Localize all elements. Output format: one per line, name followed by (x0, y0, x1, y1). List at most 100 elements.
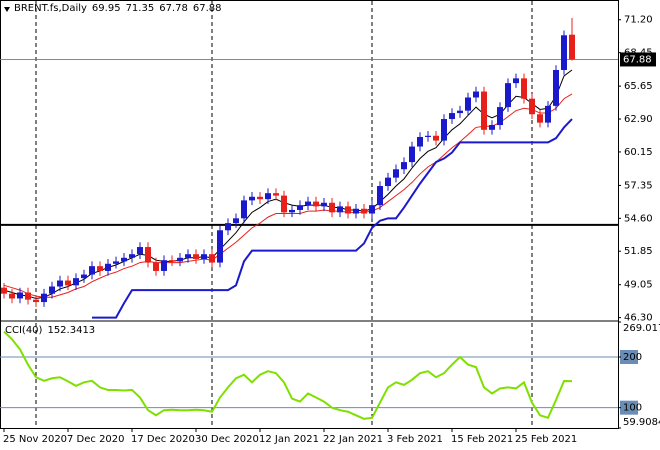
candle-body (353, 208, 359, 214)
cci-header: CCI(40) 152.3413 (5, 325, 95, 336)
candle-body (145, 247, 151, 263)
candle-body (449, 113, 455, 120)
candle-body (409, 146, 415, 163)
y-tick-label: 57.35 (624, 180, 653, 191)
candle-body (321, 202, 327, 207)
candle-body (497, 107, 503, 126)
frame (0, 0, 619, 429)
indicator-line (3, 69, 573, 299)
x-tick-label: 25 Feb 2021 (515, 434, 577, 445)
y-tick-label: 60.15 (624, 147, 653, 158)
x-tick-label: 30 Dec 2020 (195, 434, 259, 445)
candle-body (465, 97, 471, 111)
candle-body (537, 114, 543, 123)
candle-body (241, 200, 247, 219)
candle-body (569, 34, 575, 60)
candle-body (265, 193, 271, 200)
candle-body (521, 78, 527, 99)
candle-body (369, 205, 375, 214)
candle-body (393, 169, 399, 178)
ohlc-close: 67.88 (192, 3, 222, 14)
candle-body (25, 292, 31, 300)
candle-body (169, 260, 175, 262)
candle-body (161, 260, 167, 271)
candle-body (337, 206, 343, 213)
candle-body (297, 205, 303, 210)
candle-body (49, 286, 55, 294)
candle-body (305, 201, 311, 206)
candle-body (73, 278, 79, 286)
x-tick-label: 3 Feb 2021 (387, 434, 443, 445)
candle-body (113, 261, 119, 264)
candle-body (209, 254, 215, 263)
y-tick-label: 49.05 (624, 280, 653, 291)
candle-body (513, 78, 519, 84)
candle-body (457, 110, 463, 114)
candle-body (225, 223, 231, 231)
y-tick-label: 54.60 (624, 213, 653, 224)
tick-box (620, 349, 638, 364)
y-tick-label: 62.90 (624, 114, 653, 125)
ohlc-open: 69.95 (91, 3, 121, 14)
x-tick-label: 12 Jan 2021 (259, 434, 319, 445)
y-tick-label: 71.20 (624, 15, 653, 26)
x-tick-label: 22 Jan 2021 (323, 434, 383, 445)
candle-body (17, 292, 23, 299)
candle-body (9, 293, 15, 299)
candle-body (553, 69, 559, 106)
candle-body (41, 293, 47, 303)
candle-body (417, 136, 423, 147)
price-label: 67.88 (623, 54, 652, 65)
indicator-line (3, 330, 573, 420)
x-tick-label: 25 Nov 2020 (3, 434, 67, 445)
candle-body (121, 257, 127, 262)
candle-body (57, 280, 63, 287)
candle-body (217, 230, 223, 263)
y-tick-label: 269.0172 (623, 323, 660, 334)
candle-body (257, 196, 263, 200)
ohlc-low: 67.78 (159, 3, 188, 14)
candle-body (377, 186, 383, 206)
y-tick-label: 46.30 (624, 313, 653, 324)
collapse-icon (4, 7, 10, 12)
y-tick-label: 65.65 (624, 81, 653, 92)
candle-body (505, 83, 511, 108)
price-box (620, 52, 656, 67)
candle-body (97, 266, 103, 271)
candle-body (89, 266, 95, 275)
candle-body (281, 195, 287, 213)
candle-body (361, 208, 367, 214)
candle-body (489, 125, 495, 130)
x-tick-label: 15 Feb 2021 (451, 434, 513, 445)
candle-body (425, 135, 431, 137)
candle-body (153, 262, 159, 271)
candle-body (1, 287, 7, 294)
candle-body (329, 202, 335, 213)
candle-body (185, 254, 191, 258)
indicator-line (3, 93, 573, 298)
candle-body (233, 218, 239, 224)
candle-body (473, 91, 479, 98)
y-tick-label: 51.85 (624, 246, 653, 257)
candle-body (65, 280, 71, 286)
candle-body (561, 35, 567, 70)
candle-body (481, 91, 487, 130)
candle-body (433, 135, 439, 141)
symbol: BRENT.fs,Daily (14, 3, 87, 14)
y-tick-label: 200 (623, 352, 642, 363)
candle-body (441, 119, 447, 141)
candle-body (33, 299, 39, 303)
candle-body (249, 196, 255, 201)
candle-body (401, 162, 407, 170)
y-tick-label: 100 (623, 403, 642, 414)
candle-body (81, 274, 87, 279)
candle-body (385, 177, 391, 187)
candle-body (289, 209, 295, 213)
x-tick-label: 7 Dec 2020 (67, 434, 125, 445)
candle-body (193, 254, 199, 259)
candle-body (129, 254, 135, 258)
candle-body (545, 105, 551, 123)
x-tick-label: 17 Dec 2020 (131, 434, 195, 445)
